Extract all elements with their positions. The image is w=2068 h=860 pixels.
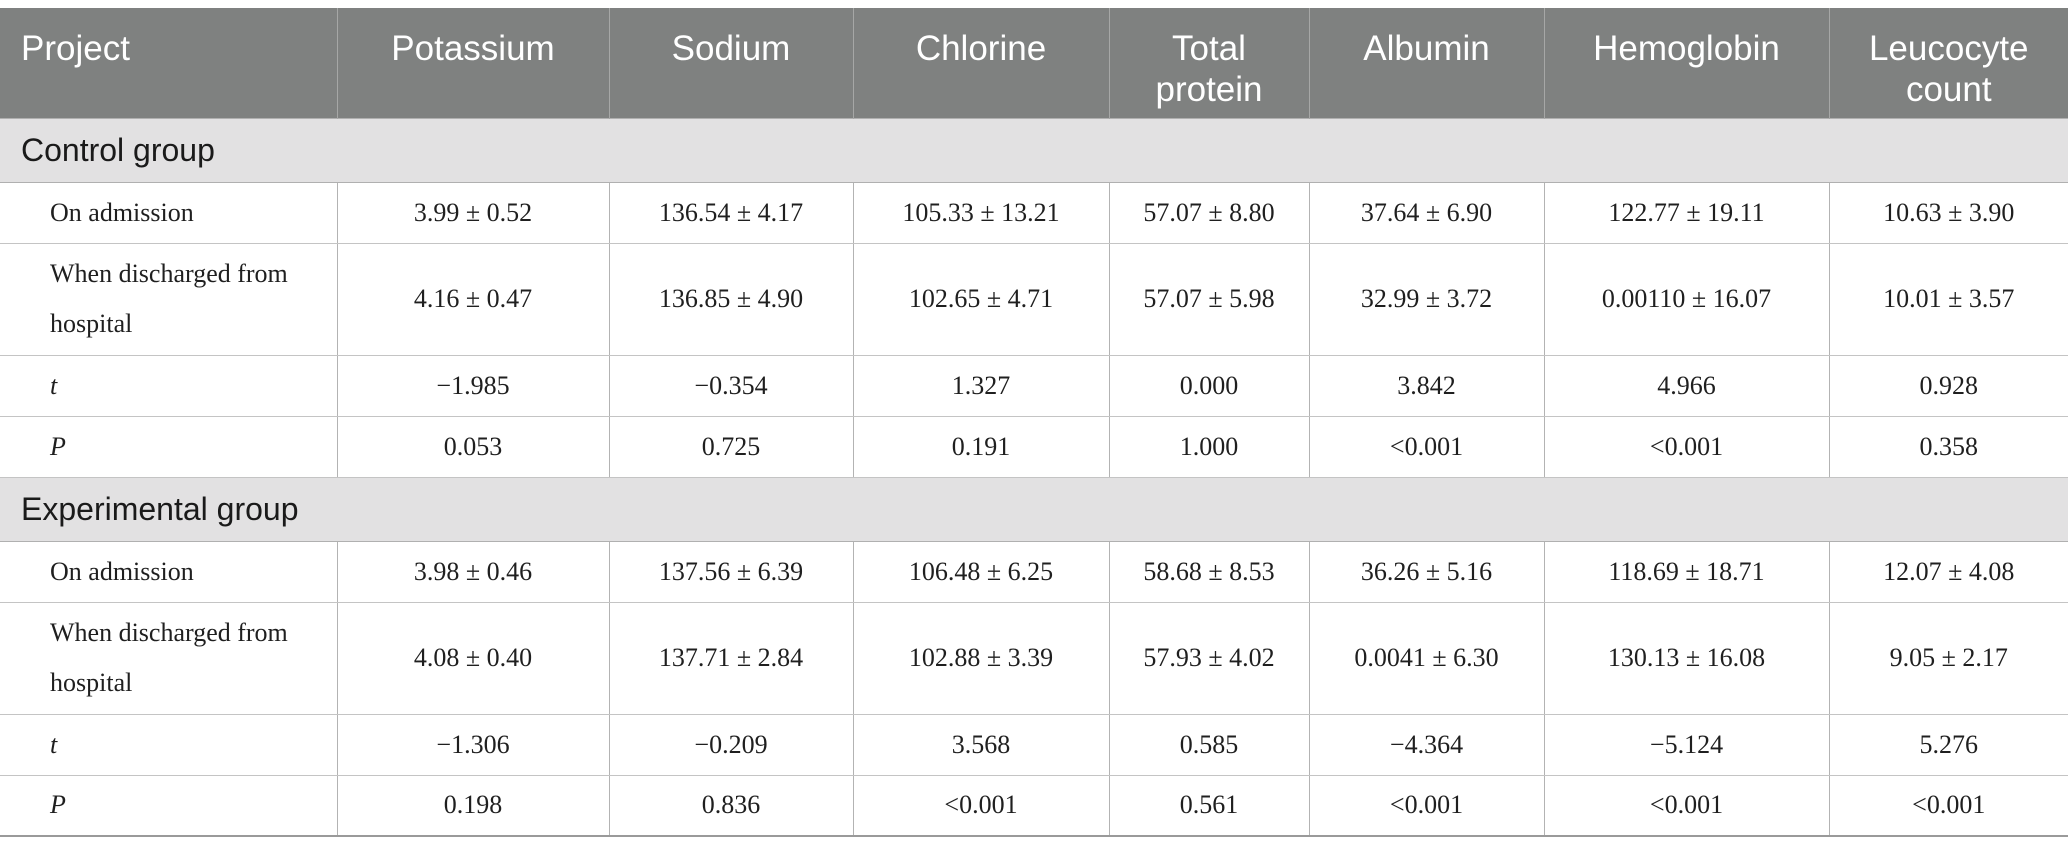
table-cell: −4.364 bbox=[1308, 714, 1544, 776]
table-cell: <0.001 bbox=[1543, 416, 1829, 478]
group-title: Experimental group bbox=[0, 476, 2068, 542]
table-cell: 1.000 bbox=[1108, 416, 1309, 478]
table-cell: <0.001 bbox=[1828, 775, 2068, 837]
group-title: Control group bbox=[0, 117, 2068, 183]
row-label: t bbox=[0, 355, 337, 417]
data-table: Project Potassium Sodium Chlorine Total … bbox=[0, 8, 2068, 837]
row-label: On admission bbox=[0, 541, 337, 603]
table-cell: 102.88 ± 3.39 bbox=[852, 602, 1109, 715]
table-cell: 136.85 ± 4.90 bbox=[608, 243, 853, 356]
table-cell: 36.26 ± 5.16 bbox=[1308, 541, 1544, 603]
header-total-protein: Total protein bbox=[1108, 8, 1309, 118]
table-cell: 0.000 bbox=[1108, 355, 1309, 417]
group-header-row: Experimental group bbox=[0, 476, 2068, 542]
table-cell: 9.05 ± 2.17 bbox=[1828, 602, 2068, 715]
table-cell: 0.561 bbox=[1108, 775, 1309, 837]
table-row: t −1.985 −0.354 1.327 0.000 3.842 4.966 … bbox=[0, 355, 2068, 417]
table-row: t −1.306 −0.209 3.568 0.585 −4.364 −5.12… bbox=[0, 714, 2068, 776]
header-project: Project bbox=[0, 8, 337, 118]
table-cell: <0.001 bbox=[852, 775, 1109, 837]
table-cell: 4.966 bbox=[1543, 355, 1829, 417]
header-chlorine: Chlorine bbox=[852, 8, 1109, 118]
table-cell: 10.01 ± 3.57 bbox=[1828, 243, 2068, 356]
row-label: P bbox=[0, 416, 337, 478]
table-cell: 106.48 ± 6.25 bbox=[852, 541, 1109, 603]
table-cell: 0.358 bbox=[1828, 416, 2068, 478]
table-row: P 0.053 0.725 0.191 1.000 <0.001 <0.001 … bbox=[0, 416, 2068, 478]
table-cell: <0.001 bbox=[1308, 775, 1544, 837]
header-albumin: Albumin bbox=[1308, 8, 1544, 118]
table-cell: 0.053 bbox=[336, 416, 609, 478]
table-row: On admission 3.98 ± 0.46 137.56 ± 6.39 1… bbox=[0, 541, 2068, 603]
table-row: When discharged from hospital 4.08 ± 0.4… bbox=[0, 602, 2068, 715]
table-cell: 102.65 ± 4.71 bbox=[852, 243, 1109, 356]
table-cell: 4.16 ± 0.47 bbox=[336, 243, 609, 356]
table-cell: 0.836 bbox=[608, 775, 853, 837]
header-potassium: Potassium bbox=[336, 8, 609, 118]
header-sodium: Sodium bbox=[608, 8, 853, 118]
table-row: On admission 3.99 ± 0.52 136.54 ± 4.17 1… bbox=[0, 182, 2068, 244]
table-cell: 12.07 ± 4.08 bbox=[1828, 541, 2068, 603]
header-leucocyte-count: Leucocyte count bbox=[1828, 8, 2068, 118]
table-cell: 57.07 ± 5.98 bbox=[1108, 243, 1309, 356]
row-label: P bbox=[0, 775, 337, 837]
table-cell: 37.64 ± 6.90 bbox=[1308, 182, 1544, 244]
row-label: When discharged from hospital bbox=[0, 243, 337, 356]
table-cell: 118.69 ± 18.71 bbox=[1543, 541, 1829, 603]
table-cell: 0.191 bbox=[852, 416, 1109, 478]
table-cell: 1.327 bbox=[852, 355, 1109, 417]
table-cell: 57.93 ± 4.02 bbox=[1108, 602, 1309, 715]
table-cell: 136.54 ± 4.17 bbox=[608, 182, 853, 244]
table-cell: −1.306 bbox=[336, 714, 609, 776]
table-cell: <0.001 bbox=[1543, 775, 1829, 837]
table-cell: 10.63 ± 3.90 bbox=[1828, 182, 2068, 244]
row-label: On admission bbox=[0, 182, 337, 244]
table-cell: 0.198 bbox=[336, 775, 609, 837]
table-cell: <0.001 bbox=[1308, 416, 1544, 478]
table-cell: 4.08 ± 0.40 bbox=[336, 602, 609, 715]
table-header: Project Potassium Sodium Chlorine Total … bbox=[0, 8, 2068, 118]
table-cell: 5.276 bbox=[1828, 714, 2068, 776]
table-cell: 0.00110 ± 16.07 bbox=[1543, 243, 1829, 356]
table-cell: 137.56 ± 6.39 bbox=[608, 541, 853, 603]
table-cell: 32.99 ± 3.72 bbox=[1308, 243, 1544, 356]
table-body: Control group On admission 3.99 ± 0.52 1… bbox=[0, 117, 2068, 837]
header-hemoglobin: Hemoglobin bbox=[1543, 8, 1829, 118]
table-cell: 0.725 bbox=[608, 416, 853, 478]
table-cell: 0.928 bbox=[1828, 355, 2068, 417]
table-cell: 3.98 ± 0.46 bbox=[336, 541, 609, 603]
table-cell: 137.71 ± 2.84 bbox=[608, 602, 853, 715]
table-cell: 57.07 ± 8.80 bbox=[1108, 182, 1309, 244]
table-cell: 130.13 ± 16.08 bbox=[1543, 602, 1829, 715]
table-cell: −5.124 bbox=[1543, 714, 1829, 776]
table-cell: 0.0041 ± 6.30 bbox=[1308, 602, 1544, 715]
row-label: When discharged from hospital bbox=[0, 602, 337, 715]
table-cell: −0.354 bbox=[608, 355, 853, 417]
table-cell: 122.77 ± 19.11 bbox=[1543, 182, 1829, 244]
table-cell: −1.985 bbox=[336, 355, 609, 417]
row-label: t bbox=[0, 714, 337, 776]
table-row: P 0.198 0.836 <0.001 0.561 <0.001 <0.001… bbox=[0, 775, 2068, 837]
table-cell: 3.568 bbox=[852, 714, 1109, 776]
group-header-row: Control group bbox=[0, 117, 2068, 183]
table-cell: 3.842 bbox=[1308, 355, 1544, 417]
table-cell: −0.209 bbox=[608, 714, 853, 776]
table-cell: 0.585 bbox=[1108, 714, 1309, 776]
table-cell: 105.33 ± 13.21 bbox=[852, 182, 1109, 244]
table-cell: 58.68 ± 8.53 bbox=[1108, 541, 1309, 603]
table-row: When discharged from hospital 4.16 ± 0.4… bbox=[0, 243, 2068, 356]
table-cell: 3.99 ± 0.52 bbox=[336, 182, 609, 244]
header-row: Project Potassium Sodium Chlorine Total … bbox=[0, 8, 2068, 118]
